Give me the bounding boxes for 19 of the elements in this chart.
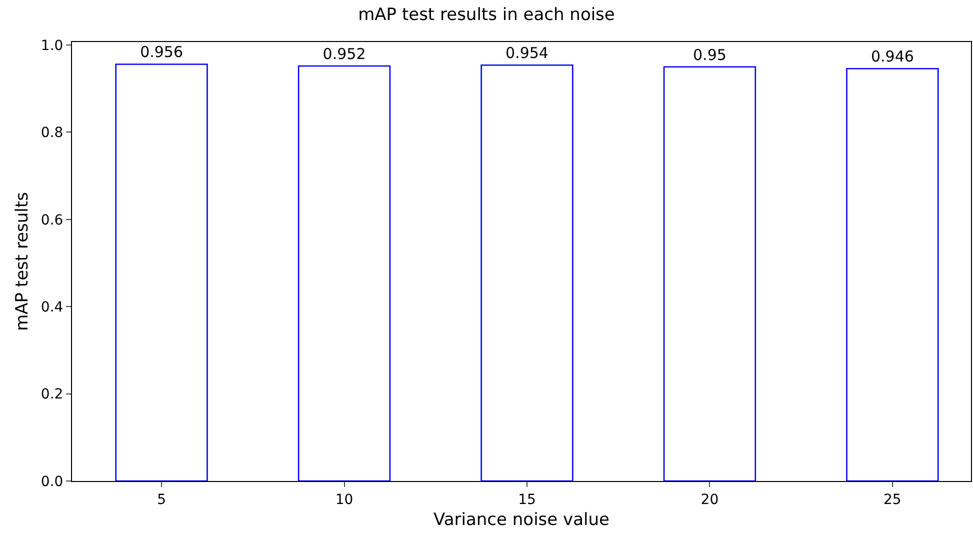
x-axis-title: Variance noise value xyxy=(434,510,610,530)
chart-title: mAP test results in each noise xyxy=(358,4,615,25)
data-label: 0.956 xyxy=(140,43,184,62)
y-tick-label: 1.0 xyxy=(40,38,64,54)
x-tick-label: 25 xyxy=(884,492,902,508)
x-tick-label: 5 xyxy=(157,492,166,508)
data-label: 0.954 xyxy=(506,44,548,62)
x-tick-label: 15 xyxy=(518,492,536,508)
x-tick-label: 10 xyxy=(335,492,354,508)
y-axis-title: mAP test results xyxy=(12,192,32,331)
x-tick-label: 20 xyxy=(700,492,719,508)
y-tick-label: 0.4 xyxy=(40,300,64,316)
data-label: 0.952 xyxy=(322,44,366,63)
y-tick-label: 0.0 xyxy=(40,474,64,490)
y-tick-label: 0.6 xyxy=(40,212,64,228)
data-label: 0.95 xyxy=(693,46,726,64)
y-tick-label: 0.2 xyxy=(40,386,64,403)
y-tick-label: 0.8 xyxy=(40,125,64,142)
data-label: 0.946 xyxy=(870,48,914,66)
